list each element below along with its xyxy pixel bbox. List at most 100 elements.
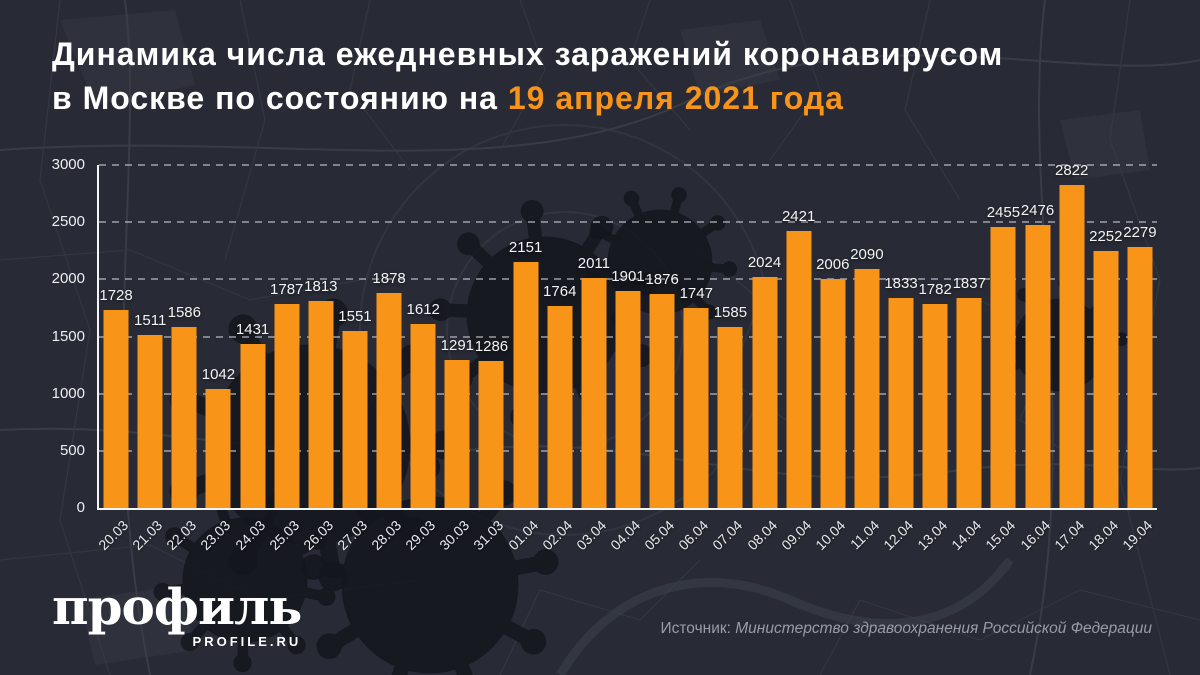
profile-logo-url: PROFILE.RU [192, 634, 302, 649]
bar [547, 306, 573, 508]
bar-value-label: 1764 [543, 283, 577, 300]
bar-slot: 2151 01.04 [505, 165, 543, 553]
bar [478, 361, 504, 508]
source-credit: Источник: Министерство здравоохранения Р… [660, 620, 1152, 638]
gridline [99, 221, 1157, 224]
bar-value-label: 1511 [134, 312, 167, 329]
page-title-date-highlight: 19 апреля 2021 года [507, 80, 844, 116]
bar-slot: 1782 13.04 [914, 165, 952, 553]
bar-value-label: 2024 [747, 254, 782, 271]
y-tick-label: 2000 [51, 270, 85, 288]
bar-value-label: 2476 [1020, 202, 1055, 219]
bar-slot: 2822 17.04 [1051, 162, 1089, 553]
bar-value-label: 2421 [781, 208, 816, 225]
bar-value-label: 2011 [577, 255, 610, 272]
bar-slot: 1833 12.04 [880, 165, 918, 553]
bar-value-label: 1585 [713, 304, 748, 321]
bar-slot: 2455 15.04 [983, 165, 1021, 553]
bar-value-label: 1042 [201, 366, 236, 383]
bar-slot: 2024 08.04 [744, 165, 782, 553]
bar-value-label: 2151 [508, 239, 543, 256]
bar [854, 269, 880, 508]
bar [444, 360, 470, 508]
bar [581, 278, 607, 508]
source-name: Министерство здравоохранения Российской … [735, 620, 1152, 637]
bar-slot: 2476 16.04 [1017, 165, 1055, 553]
bar-value-label: 1787 [270, 281, 304, 298]
bar-slot: 2421 09.04 [778, 165, 816, 553]
bar-value-label: 1728 [99, 287, 133, 304]
bar-slot: 1585 07.04 [710, 165, 748, 553]
bar [922, 304, 948, 508]
bar-slot: 1511 21.03 [129, 165, 167, 553]
bar [205, 389, 231, 508]
bar-value-label: 2822 [1054, 162, 1089, 179]
bar-slot: 1728 20.03 [95, 165, 133, 553]
bar-slot: 2252 18.04 [1085, 165, 1123, 553]
bar-slot: 1612 29.03 [402, 165, 440, 553]
bar [717, 327, 743, 508]
bar-value-label: 1286 [474, 338, 509, 355]
bar-value-label: 2006 [816, 256, 850, 273]
bar [649, 294, 675, 508]
bar-slot: 2279 19.04 [1119, 165, 1157, 553]
bar-value-label: 1612 [406, 301, 440, 318]
bar [1025, 225, 1051, 508]
bar-value-label: 1782 [918, 281, 952, 298]
plot-area: 0 500 1000 1500 2000 2500 3000 1728 20.03 1511 21.… [52, 156, 1157, 553]
bar-value-label: 1586 [167, 304, 201, 321]
bar-value-label: 2455 [986, 204, 1021, 221]
bar-slot: 1787 25.03 [266, 165, 304, 553]
y-tick-label: 3000 [51, 156, 85, 173]
bar-value-label: 2279 [1123, 224, 1157, 241]
bar-slot: 1837 14.04 [948, 165, 986, 553]
bar-value-label: 2252 [1089, 228, 1123, 245]
virus-silhouette [300, 454, 559, 675]
source-prefix: Источник: [660, 620, 736, 637]
bar [888, 298, 914, 508]
bar-value-label: 1813 [304, 278, 338, 295]
y-tick-label: 1500 [51, 327, 85, 345]
bar [820, 279, 846, 508]
map-park-blocks [60, 10, 1150, 665]
bar-slot: 1764 02.04 [539, 165, 577, 553]
y-tick-label: 500 [59, 441, 85, 459]
bar-value-label: 1901 [611, 268, 645, 285]
bar-value-label: 1837 [952, 275, 986, 292]
bar [956, 298, 982, 508]
bar-slot: 2090 11.04 [847, 165, 884, 552]
bar [1127, 247, 1153, 508]
bar [683, 308, 709, 508]
bar [308, 301, 334, 508]
page-title-line2-prefix: в Москве по состоянию на [52, 80, 508, 116]
bar [171, 327, 197, 508]
bar [137, 335, 163, 508]
bar [786, 231, 812, 508]
profile-logo-wordmark: профиль [52, 577, 302, 636]
bar-slot: 1551 27.03 [334, 165, 372, 553]
y-tick-label: 2500 [51, 213, 85, 231]
page-title-line2: в Москве по состоянию на 19 апреля 2021 … [52, 76, 1003, 120]
bar-slot: 1901 04.04 [607, 165, 645, 553]
bar-slot: 1876 05.04 [641, 165, 679, 553]
bar-value-label: 1878 [372, 270, 406, 287]
y-tick-label: 1000 [51, 384, 85, 402]
bar-slot: 1286 31.03 [471, 165, 509, 553]
bar-value-label: 1291 [440, 337, 475, 354]
bar-value-label: 1747 [679, 285, 713, 302]
bar [1059, 185, 1085, 508]
bar-value-label: 1551 [338, 308, 372, 325]
map-river [556, 557, 1014, 675]
bar [990, 227, 1016, 508]
bar [376, 293, 402, 508]
bar [615, 291, 641, 508]
bar [410, 324, 436, 508]
profile-logo: профиль PROFILE.RU [52, 577, 302, 650]
bar-value-label: 2090 [850, 246, 884, 263]
bar [342, 331, 368, 508]
bar [240, 344, 266, 508]
bar-value-label: 1431 [235, 321, 270, 338]
bar-slot: 2011 03.04 [573, 165, 611, 553]
bar-value-label: 1833 [884, 275, 918, 292]
bar-slot: 1586 22.03 [164, 165, 201, 553]
